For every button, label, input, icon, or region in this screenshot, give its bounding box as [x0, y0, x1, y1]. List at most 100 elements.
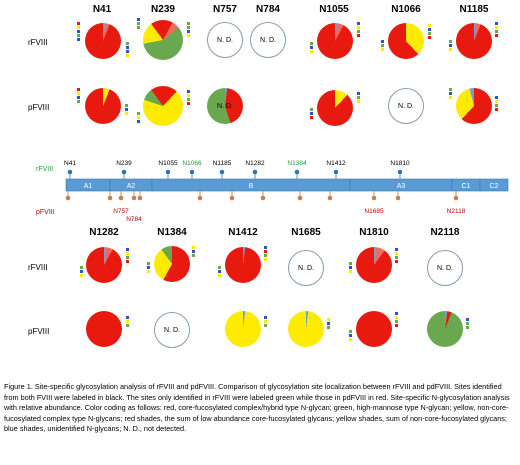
domain-site-n757: N757 [113, 208, 129, 215]
site-marker-dot [189, 169, 195, 175]
glycan-structure [77, 22, 80, 41]
glycan-structure [357, 22, 360, 37]
site-label-n1412: N1412 [228, 227, 258, 238]
site-marker-dot [397, 169, 403, 175]
nd-rfviii-n784: N. D. [250, 22, 286, 58]
nd-rfviii-n2118: N. D. [427, 250, 463, 286]
site-marker-dot [229, 195, 235, 201]
nd-rfviii-n757: N. D. [207, 22, 243, 58]
domain-label-a1: A1 [84, 183, 93, 190]
site-marker-dot [371, 195, 377, 201]
domain-label-a3: A3 [397, 183, 406, 190]
site-label-n1810: N1810 [359, 227, 389, 238]
pie-rfviii-n1810 [356, 247, 392, 283]
nd-pfviii-n1384: N. D. [154, 312, 190, 348]
domain-c2 [479, 178, 509, 192]
pie-rfviii-n1412 [225, 247, 261, 283]
domain-site-n784: N784 [126, 216, 142, 223]
site-label-n2118: N2118 [430, 227, 460, 238]
pie-pfviii-n239 [143, 86, 183, 126]
row-label-pfviii-bottom: pFVIII [28, 327, 50, 336]
domain-site-n1384: N1384 [287, 160, 307, 167]
pie-pfviii-n2118 [427, 311, 463, 347]
glycan-structure [187, 90, 190, 105]
pie-pfviii-n41 [85, 88, 121, 124]
nd-pfviii-n757: N. D. [207, 88, 243, 124]
glycan-structure [466, 318, 469, 329]
site-label-n41: N41 [92, 4, 112, 15]
glycan-structure [495, 96, 498, 111]
domain-site-n1055: N1055 [158, 160, 178, 167]
domain-label-c2: C2 [490, 183, 499, 190]
site-marker-dot [65, 195, 71, 201]
domain-map: rFVIII pFVIII A1 A2 B A3 C1 C2 N41 N239 N1055 N1… [36, 160, 509, 223]
domain-label-c1: C1 [462, 183, 471, 190]
pie-pfviii-n1810 [356, 311, 392, 347]
glycan-structure [126, 316, 129, 327]
glycan-structure [264, 316, 267, 327]
glycan-structure [137, 18, 140, 29]
domain-site-n1412: N1412 [326, 160, 346, 167]
glycan-structure [187, 22, 190, 37]
site-marker-dot [118, 195, 124, 201]
pie-pfviii-n1412 [225, 311, 261, 347]
domain-site-n239: N239 [116, 160, 132, 167]
glycan-structure [349, 262, 352, 273]
site-label-n784: N784 [256, 4, 280, 15]
row-label-pfviii-top: pFVIII [28, 103, 50, 112]
domain-site-n1810: N1810 [390, 160, 410, 167]
site-marker-dot [333, 169, 339, 175]
site-marker-dot [260, 195, 266, 201]
site-label-n239: N239 [151, 4, 175, 15]
glycan-structure [395, 248, 398, 263]
glycan-structure [80, 266, 83, 277]
glycan-structure [137, 112, 140, 123]
site-marker-dot [294, 169, 300, 175]
glycan-structure [147, 262, 150, 273]
domain-map-pfviii-label: pFVIII [36, 209, 55, 216]
pie-rfviii-n239 [143, 20, 183, 60]
site-label-n1685: N1685 [291, 227, 321, 238]
pie-rfviii-n1282 [86, 247, 122, 283]
glycan-structure [495, 22, 498, 37]
glycan-structure [428, 24, 431, 39]
site-label-n1055: N1055 [319, 4, 349, 15]
glycan-structure [449, 88, 452, 99]
site-label-n1282: N1282 [89, 227, 119, 238]
pie-pfviii-n1185 [456, 88, 492, 124]
domain-site-n1685: N1685 [364, 208, 384, 215]
glycan-structure [264, 246, 267, 261]
glycan-structure [395, 312, 398, 327]
pie-pfviii-n1685 [288, 311, 324, 347]
site-marker-dot [197, 195, 203, 201]
site-marker-dot [453, 195, 459, 201]
glycan-structure [126, 42, 129, 57]
site-marker-dot [131, 195, 137, 201]
site-label-n757: N757 [213, 4, 237, 15]
glycan-structure [381, 40, 384, 51]
domain-site-n1066: N1066 [182, 160, 202, 167]
site-marker-dot [395, 195, 401, 201]
glycan-structure [218, 266, 221, 277]
site-label-n1185: N1185 [459, 4, 489, 15]
pie-rfviii-n41 [85, 23, 121, 59]
glycan-structure [126, 248, 129, 263]
glycan-structure [310, 42, 313, 53]
site-label-n1066: N1066 [391, 4, 421, 15]
domain-label-b: B [249, 183, 254, 190]
site-marker-dot [121, 169, 127, 175]
pie-rfviii-n1384 [154, 246, 190, 282]
pie-rfviii-n1185 [456, 23, 492, 59]
pie-rfviii-n1066 [388, 23, 424, 59]
domain-label-a2: A2 [127, 183, 136, 190]
row-label-rfviii-bottom: rFVIII [28, 263, 48, 272]
glycan-structure [192, 246, 195, 257]
site-label-n1384: N1384 [157, 227, 187, 238]
glycan-structure [349, 330, 352, 341]
site-marker-dot [165, 169, 171, 175]
glycan-structure [77, 88, 80, 103]
site-marker-dot [107, 195, 113, 201]
site-marker-dot [219, 169, 225, 175]
nd-rfviii-n1685: N. D. [288, 250, 324, 286]
pie-rfviii-n1055 [317, 23, 353, 59]
